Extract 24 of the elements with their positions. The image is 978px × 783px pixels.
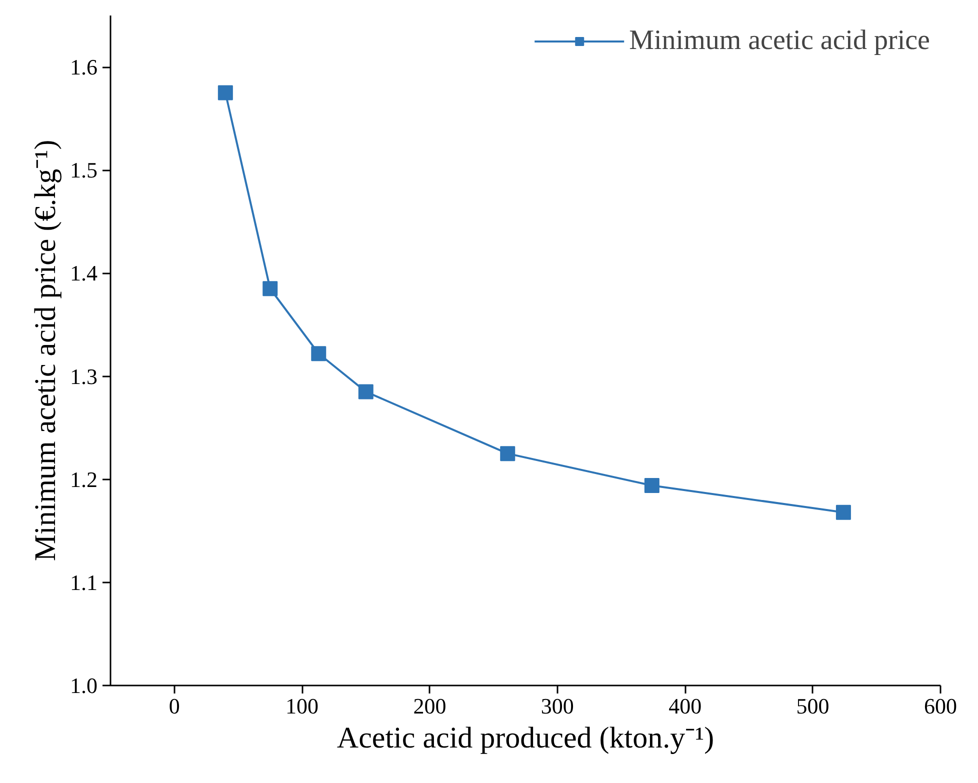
- y-tick-label: 1.5: [70, 158, 98, 183]
- y-tick-label: 1.6: [70, 54, 98, 80]
- point: [836, 504, 851, 520]
- x-tick-label: 300: [540, 694, 574, 718]
- y-tick-label: 1.2: [70, 466, 98, 492]
- point: [500, 446, 516, 462]
- point: [358, 384, 374, 400]
- x-tick-label: 500: [796, 694, 830, 718]
- x-tick-label: 200: [413, 694, 446, 718]
- x-tick-label: 400: [668, 694, 702, 718]
- point: [218, 85, 233, 100]
- x-tick-label: 600: [924, 694, 957, 718]
- y-axis-title: Minimum acetic acid price (€.kg⁻¹): [29, 140, 62, 562]
- y-tick-label: 1.0: [70, 673, 98, 698]
- point: [311, 346, 326, 362]
- x-tick-label: 100: [286, 694, 319, 718]
- y-tick-label: 1.3: [70, 364, 98, 389]
- legend-label: Minimum acetic acid price: [629, 25, 930, 57]
- point: [644, 478, 660, 494]
- point: [262, 281, 278, 296]
- x-tick-label: 0: [168, 694, 180, 718]
- y-tick-label: 1.1: [70, 570, 98, 595]
- x-axis-title: Acetic acid produced (kton.y⁻¹): [336, 722, 714, 754]
- y-tick-label: 1.4: [70, 260, 98, 286]
